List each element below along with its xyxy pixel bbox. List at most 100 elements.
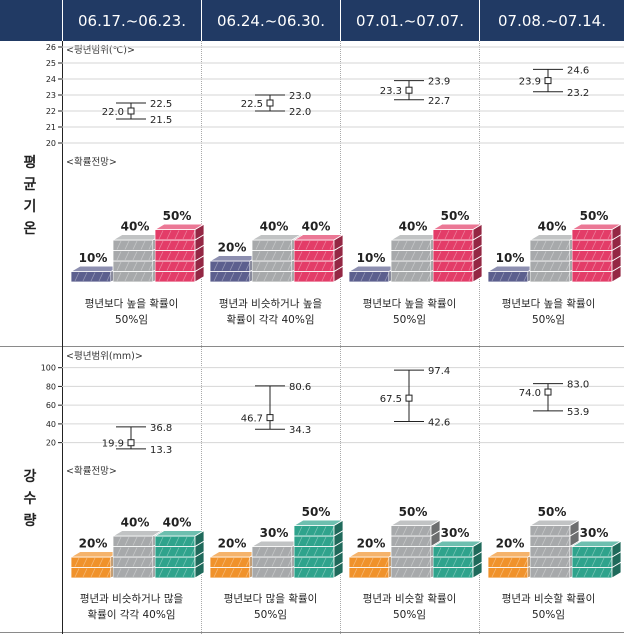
prec-brick-texture (491, 557, 497, 567)
period-header-1: 06.17.~06.23. (62, 0, 201, 41)
temp-brick-layer (571, 233, 622, 252)
temp-brick-texture (190, 240, 196, 250)
prec-brick-texture (575, 547, 581, 557)
temp-brick-layer (570, 223, 623, 241)
prec-brick-texture (468, 568, 474, 578)
temp-brick-texture (166, 240, 172, 250)
temp-brick-texture (394, 261, 400, 271)
prec-brick-texture (402, 526, 408, 536)
prec-brick-texture (444, 557, 450, 567)
temp-brick-texture (116, 240, 122, 250)
temp-brick-texture (158, 240, 164, 250)
prec-brick-texture (565, 557, 571, 567)
prec-brick-texture (565, 526, 571, 536)
prec-brick-texture (158, 568, 164, 578)
prec-brick-texture (533, 568, 539, 578)
temp-brick-texture (221, 261, 227, 271)
temp-brick-texture (583, 251, 589, 261)
prec-brick-texture (452, 568, 458, 578)
temp-brick-texture (565, 272, 571, 282)
caption-line: 평년보다 많을 확률이 (223, 593, 318, 605)
prec-brick-texture (599, 568, 605, 578)
prec-percent-label: 20% (496, 537, 525, 551)
prec-brick-layer (154, 561, 205, 579)
prec-brick-texture (140, 568, 146, 578)
caption-line: 평년보다 높을 확률이 (501, 298, 596, 310)
temp-brick-texture (515, 272, 521, 282)
temp-brick-texture (549, 251, 555, 261)
temp-brick-texture (468, 272, 474, 282)
prec-brick-texture (297, 557, 303, 567)
temp-brick-texture (426, 272, 432, 282)
temp-brick-texture (271, 251, 277, 261)
temp-brick-texture (329, 261, 335, 271)
temp-mid-marker (544, 77, 552, 85)
temp-mid-label: 23.3 (380, 86, 402, 97)
prec-brick-texture (279, 557, 285, 567)
temp-brick-texture (468, 251, 474, 261)
temperature-range-label: <평년범위(℃)> (66, 45, 135, 56)
prec-low-label: 53.9 (567, 407, 589, 418)
temp-brick-texture (313, 272, 319, 282)
temp-brick-texture (541, 251, 547, 261)
prec-brick-texture (515, 568, 521, 578)
prec-brick-texture (271, 547, 277, 557)
temperature-category-label: 평 균 기 온 (0, 152, 60, 240)
temp-brick-texture (166, 230, 172, 240)
temp-brick-texture (166, 261, 172, 271)
prec-brick-texture (402, 536, 408, 546)
prec-brick-texture (565, 547, 571, 557)
prec-brick-layer (432, 561, 483, 579)
temp-brick-texture (174, 261, 180, 271)
temp-brick-texture (182, 272, 188, 282)
temp-brick-texture (444, 240, 450, 250)
temp-brick-texture (418, 251, 424, 261)
temp-brick-texture (376, 272, 382, 282)
temp-brick-texture (436, 240, 442, 250)
prec-high-label: 83.0 (567, 380, 589, 391)
temp-brick-texture (533, 251, 539, 261)
temp-brick-texture (132, 251, 138, 261)
temp-brick-texture (394, 272, 400, 282)
temp-brick-texture (583, 230, 589, 240)
prec-brick-texture (321, 526, 327, 536)
temp-brick-texture (607, 240, 613, 250)
temp-brick-texture (460, 261, 466, 271)
caption-line: 평년과 비슷할 확률이 (362, 593, 457, 605)
temp-brick-texture (305, 261, 311, 271)
prec-brick-texture (158, 547, 164, 557)
prec-brick-texture (124, 547, 130, 557)
temp-brick-texture (533, 261, 539, 271)
temperature-probability-label: <확률전망> (66, 157, 117, 168)
temp-brick-texture (182, 251, 188, 261)
temp-brick-texture (297, 272, 303, 282)
temp-brick-texture (607, 261, 613, 271)
prec-brick-texture (166, 536, 172, 546)
temp-brick-texture (460, 240, 466, 250)
prec-brick-texture (305, 547, 311, 557)
prec-brick-texture (468, 557, 474, 567)
temp-brick-texture (158, 261, 164, 271)
temp-caption-3: 평년보다 높을 확률이 50%임 (340, 296, 479, 328)
temp-brick-texture (541, 240, 547, 250)
column-divider (340, 41, 341, 634)
prec-brick-texture (182, 536, 188, 546)
temp-brick-layer (292, 233, 345, 252)
temp-brick-texture (116, 251, 122, 261)
prec-brick-layer (153, 529, 206, 548)
temp-brick-texture (158, 230, 164, 240)
temp-percent-label: 40% (538, 220, 567, 234)
prec-brick-top (431, 540, 484, 547)
prec-brick-texture (533, 557, 539, 567)
prec-brick-texture (174, 547, 180, 557)
prec-brick-texture (583, 557, 589, 567)
prec-brick-texture (541, 547, 547, 557)
temp-brick-texture (148, 240, 154, 250)
prec-brick-texture (418, 557, 424, 567)
temp-high-label: 23.9 (428, 77, 450, 88)
prec-mid-marker (405, 394, 413, 402)
prec-brick-texture (132, 557, 138, 567)
prec-brick-texture (410, 547, 416, 557)
prec-brick-texture (182, 557, 188, 567)
prec-brick-texture (305, 536, 311, 546)
